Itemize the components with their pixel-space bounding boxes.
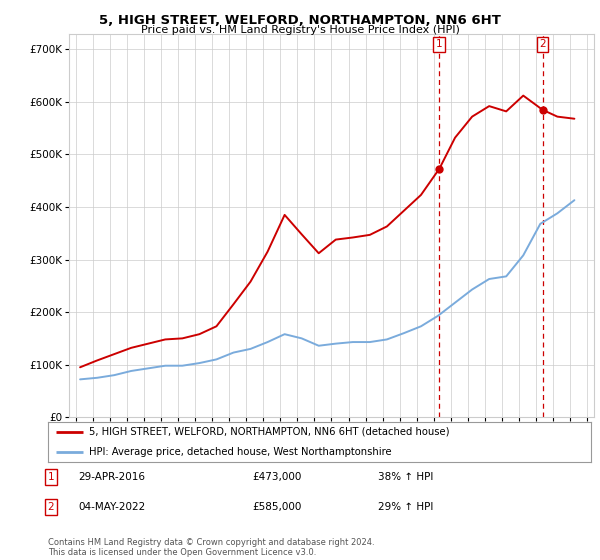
Text: 5, HIGH STREET, WELFORD, NORTHAMPTON, NN6 6HT (detached house): 5, HIGH STREET, WELFORD, NORTHAMPTON, NN… bbox=[89, 427, 449, 437]
Text: 1: 1 bbox=[47, 472, 55, 482]
Text: 38% ↑ HPI: 38% ↑ HPI bbox=[378, 472, 433, 482]
Text: 2: 2 bbox=[47, 502, 55, 512]
Text: Contains HM Land Registry data © Crown copyright and database right 2024.
This d: Contains HM Land Registry data © Crown c… bbox=[48, 538, 374, 557]
Text: 04-MAY-2022: 04-MAY-2022 bbox=[78, 502, 145, 512]
Text: 5, HIGH STREET, WELFORD, NORTHAMPTON, NN6 6HT: 5, HIGH STREET, WELFORD, NORTHAMPTON, NN… bbox=[99, 14, 501, 27]
Text: £585,000: £585,000 bbox=[252, 502, 301, 512]
Text: £473,000: £473,000 bbox=[252, 472, 301, 482]
Text: 29% ↑ HPI: 29% ↑ HPI bbox=[378, 502, 433, 512]
Text: 2: 2 bbox=[539, 39, 546, 49]
Text: Price paid vs. HM Land Registry's House Price Index (HPI): Price paid vs. HM Land Registry's House … bbox=[140, 25, 460, 35]
Text: 1: 1 bbox=[436, 39, 443, 49]
Text: 29-APR-2016: 29-APR-2016 bbox=[78, 472, 145, 482]
Text: HPI: Average price, detached house, West Northamptonshire: HPI: Average price, detached house, West… bbox=[89, 447, 391, 457]
